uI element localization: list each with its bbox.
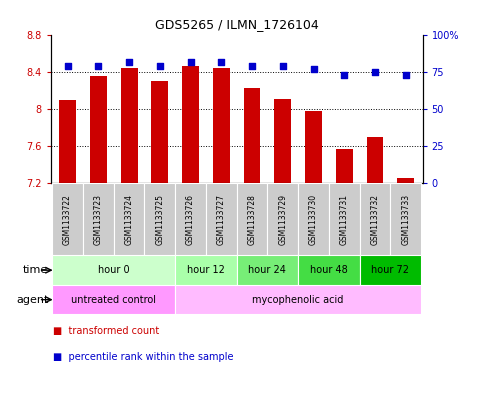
Bar <box>175 285 421 314</box>
Text: untreated control: untreated control <box>71 295 156 305</box>
Bar <box>329 183 360 255</box>
Text: hour 48: hour 48 <box>310 265 348 275</box>
Bar <box>268 183 298 255</box>
Point <box>402 72 410 78</box>
Point <box>95 63 102 70</box>
Point <box>371 69 379 75</box>
Bar <box>243 88 260 183</box>
Bar <box>182 66 199 183</box>
Bar <box>274 99 291 183</box>
Text: GSM1133727: GSM1133727 <box>217 194 226 244</box>
Bar <box>397 178 414 183</box>
Bar <box>213 68 230 183</box>
Bar <box>59 100 76 183</box>
Bar <box>336 149 353 183</box>
Text: GSM1133732: GSM1133732 <box>370 194 380 244</box>
Point <box>187 59 195 65</box>
Bar <box>298 255 360 285</box>
Bar <box>114 183 144 255</box>
Text: ■  percentile rank within the sample: ■ percentile rank within the sample <box>53 352 234 362</box>
Text: agent: agent <box>16 295 48 305</box>
Bar <box>206 183 237 255</box>
Bar <box>144 183 175 255</box>
Point <box>64 63 71 70</box>
Text: hour 0: hour 0 <box>98 265 129 275</box>
Bar <box>151 81 168 183</box>
Text: hour 24: hour 24 <box>248 265 286 275</box>
Text: ■  transformed count: ■ transformed count <box>53 326 159 336</box>
Text: GSM1133731: GSM1133731 <box>340 194 349 244</box>
Bar <box>237 183 268 255</box>
Text: GSM1133724: GSM1133724 <box>125 194 134 244</box>
Text: GSM1133726: GSM1133726 <box>186 194 195 244</box>
Point <box>341 72 348 78</box>
Bar <box>360 183 390 255</box>
Point <box>310 66 317 72</box>
Text: GDS5265 / ILMN_1726104: GDS5265 / ILMN_1726104 <box>155 18 319 31</box>
Text: GSM1133729: GSM1133729 <box>278 194 287 244</box>
Point <box>248 63 256 70</box>
Text: hour 72: hour 72 <box>371 265 410 275</box>
Bar <box>90 76 107 183</box>
Point <box>279 63 286 70</box>
Text: hour 12: hour 12 <box>187 265 225 275</box>
Bar <box>367 137 384 183</box>
Bar <box>52 183 83 255</box>
Text: GSM1133723: GSM1133723 <box>94 194 103 244</box>
Bar <box>305 111 322 183</box>
Bar <box>175 255 237 285</box>
Bar <box>83 183 114 255</box>
Bar <box>52 255 175 285</box>
Bar <box>52 285 175 314</box>
Text: GSM1133722: GSM1133722 <box>63 194 72 244</box>
Bar <box>390 183 421 255</box>
Text: GSM1133728: GSM1133728 <box>248 194 256 244</box>
Bar <box>298 183 329 255</box>
Bar <box>360 255 421 285</box>
Text: GSM1133733: GSM1133733 <box>401 193 410 245</box>
Bar <box>175 183 206 255</box>
Bar <box>121 68 138 183</box>
Text: GSM1133725: GSM1133725 <box>156 194 164 244</box>
Text: time: time <box>23 265 48 275</box>
Text: GSM1133730: GSM1133730 <box>309 193 318 245</box>
Point <box>125 59 133 65</box>
Point <box>217 59 225 65</box>
Bar <box>237 255 298 285</box>
Point <box>156 63 164 70</box>
Text: mycophenolic acid: mycophenolic acid <box>253 295 344 305</box>
